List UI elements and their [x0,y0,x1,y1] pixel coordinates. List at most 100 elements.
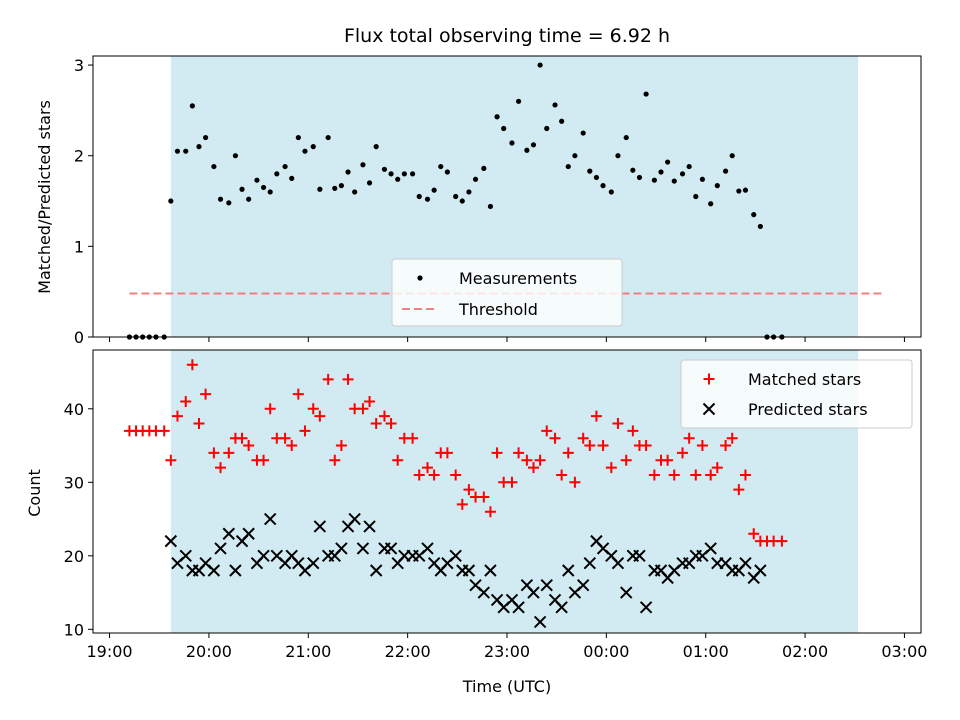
measurement-point [424,196,431,202]
matched-star-point [668,469,680,481]
matched-star-point [711,462,723,474]
matched-star-point [193,418,205,430]
measurement-point [524,147,530,153]
measurement-point [338,183,344,189]
y-tick-label: 10 [64,620,84,639]
matched-star-point [322,373,334,385]
legend-swatch [417,275,423,281]
legend-box [391,258,623,327]
matched-star-point [527,462,539,474]
measurement-point [189,103,195,109]
matched-star-point [450,469,462,481]
matched-star-point [314,410,326,422]
measurement-point [686,163,692,170]
measurement-point [751,212,757,218]
measurement-point [295,134,301,141]
ratio-axis-label: Matched/Predicted stars [35,100,54,294]
predicted-star-point [562,564,575,577]
measurement-point [757,223,763,230]
matched-star-point [236,432,248,444]
measurement-point [671,178,677,184]
measurement-point [459,198,465,204]
legend-label: Threshold [458,300,538,319]
matched-star-point [640,440,652,452]
measurement-point [168,198,174,204]
measurement-point [544,125,550,132]
measurement-point [736,188,742,194]
measurement-point [559,118,565,124]
count-axis-label: Count [25,469,44,517]
measurement-point [608,189,614,195]
matched-star-point [208,447,220,459]
matched-star-point [484,506,496,518]
y-tick-label: 2 [74,147,84,166]
measurement-point [438,163,444,170]
measurement-point [453,193,459,200]
matched-star-point [279,432,291,444]
matched-star-point [534,454,546,466]
measurement-point [636,174,643,181]
x-tick-label: 19:00 [87,642,133,661]
measurement-point [593,174,600,181]
y-tick-label: 20 [64,547,84,566]
measurement-point [722,168,729,174]
measurement-point [771,334,777,340]
matched-star-point [726,432,738,444]
measurement-point [395,176,401,182]
matched-star-point [407,432,419,444]
predicted-star-point [335,542,348,555]
matched-star-point [513,447,525,459]
predicted-star-point [363,520,376,533]
measurement-point [260,184,267,191]
measurement-point [161,334,167,340]
legend-label: Predicted stars [748,400,868,419]
predicted-star-point [555,601,568,614]
chart-title: Flux total observing time = 6.92 h [344,25,670,47]
ratio-panel: 0 1 2 3 Measurements Threshold [74,55,922,347]
y-tick-label: 1 [74,237,84,256]
predicted-star-point [512,601,525,614]
matched-star-point [463,484,475,496]
matched-star-point [441,447,453,459]
measurement-point [211,163,217,170]
measurement-point [381,166,388,172]
y-tick-label: 30 [64,473,84,492]
matched-star-point [690,469,702,481]
predicted-star-point [257,549,270,563]
predicted-star-point [242,527,255,540]
measurement-point [742,187,749,193]
predicted-star-point [540,579,553,592]
legend-label: Measurements [459,269,577,288]
matched-star-point [357,403,369,415]
x-tick-label: 21:00 [285,642,331,661]
measurement-point [699,176,706,182]
legend-swatch [702,402,716,416]
x-tick-label: 22:00 [385,642,431,661]
predicted-star-point [583,556,597,570]
measurement-point [196,144,202,150]
measurement-point [146,334,152,340]
matched-star-point [612,418,624,430]
measurement-point [615,153,621,159]
matched-star-point [378,410,390,422]
predicted-star-point [222,527,235,540]
matched-star-point [597,440,609,452]
matched-star-point [590,410,602,422]
matched-star-point [720,440,732,452]
measurement-point [530,142,537,148]
matched-star-point [562,447,574,459]
matched-star-point [456,498,468,510]
measurement-point [302,148,308,154]
matched-star-point [648,469,660,481]
measurement-point [779,334,785,340]
measurement-point [254,177,260,183]
matched-star-point [620,454,632,466]
predicted-star-point [421,542,434,555]
predicted-star-point [633,549,646,563]
predicted-star-point [477,586,491,599]
predicted-star-point [704,542,717,555]
measurement-point [352,189,358,195]
matched-star-point [180,395,192,407]
x-tick-label: 03:00 [881,642,927,661]
